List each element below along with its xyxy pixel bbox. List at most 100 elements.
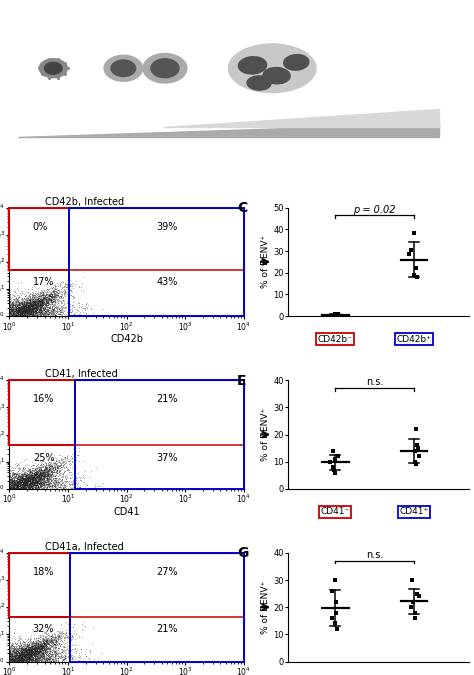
Point — [52, 292, 59, 303]
Point — [6, 483, 13, 494]
Point — [6, 310, 13, 321]
Point — [50, 655, 57, 666]
Point — [6, 480, 13, 491]
Point — [6, 483, 13, 494]
Point — [47, 655, 55, 666]
Point — [43, 464, 50, 475]
Point — [31, 656, 39, 667]
Point — [6, 308, 13, 319]
Point — [36, 295, 44, 306]
Point — [34, 645, 42, 656]
Point — [27, 302, 35, 313]
Point — [27, 648, 34, 659]
Point — [6, 307, 13, 318]
Point — [11, 308, 19, 319]
Point — [6, 652, 13, 663]
Point — [38, 641, 46, 651]
Point — [48, 469, 56, 480]
Point — [8, 471, 16, 482]
Point — [53, 469, 60, 480]
Point — [9, 647, 16, 658]
Point — [36, 305, 44, 316]
Point — [13, 468, 21, 479]
Point — [25, 647, 32, 658]
Point — [65, 656, 73, 667]
Point — [56, 656, 64, 667]
Point — [24, 306, 31, 317]
Point — [66, 635, 74, 646]
Point — [30, 656, 38, 667]
Point — [16, 310, 23, 321]
Point — [46, 481, 54, 491]
Point — [21, 300, 28, 311]
Point — [16, 654, 23, 665]
Point — [11, 475, 19, 485]
Point — [36, 310, 43, 321]
Point — [6, 656, 13, 667]
Point — [6, 651, 13, 661]
Point — [18, 656, 26, 667]
Point — [6, 310, 14, 321]
Point — [49, 310, 56, 321]
Point — [60, 483, 67, 494]
Point — [6, 481, 13, 491]
Point — [7, 656, 14, 667]
Point — [48, 656, 55, 667]
Point — [6, 654, 13, 665]
Point — [32, 474, 39, 485]
Point — [10, 310, 18, 321]
Point — [23, 307, 31, 318]
Point — [13, 310, 20, 321]
Point — [6, 651, 13, 662]
Point — [6, 483, 13, 494]
Point — [6, 310, 13, 321]
Point — [40, 468, 47, 479]
Point — [6, 656, 13, 667]
Point — [17, 650, 24, 661]
Point — [17, 477, 25, 487]
Point — [6, 656, 13, 667]
Point — [11, 649, 19, 659]
Point — [6, 481, 13, 491]
Point — [54, 455, 61, 466]
Point — [59, 656, 66, 667]
Point — [53, 483, 60, 494]
Point — [25, 300, 33, 311]
Point — [28, 648, 36, 659]
Point — [67, 483, 74, 494]
Point — [19, 649, 27, 660]
Point — [6, 297, 13, 308]
Point — [6, 649, 13, 659]
Point — [27, 299, 35, 310]
Point — [28, 475, 36, 486]
Point — [6, 310, 13, 321]
Point — [41, 468, 48, 479]
Point — [16, 656, 24, 667]
Point — [6, 290, 13, 300]
Point — [18, 655, 26, 666]
Point — [42, 639, 49, 650]
Point — [31, 296, 39, 307]
Point — [47, 296, 55, 307]
Point — [6, 642, 13, 653]
Point — [16, 483, 24, 494]
Point — [61, 646, 69, 657]
Point — [26, 304, 34, 315]
Point — [18, 656, 26, 667]
Point — [38, 310, 46, 321]
Point — [23, 476, 31, 487]
Point — [23, 468, 30, 479]
Point — [11, 306, 18, 317]
Point — [6, 647, 13, 658]
Point — [10, 654, 18, 665]
Point — [32, 656, 39, 667]
Point — [6, 654, 13, 665]
Point — [38, 643, 46, 654]
Point — [6, 481, 13, 491]
Point — [6, 639, 13, 650]
Point — [17, 310, 25, 321]
Point — [8, 651, 15, 662]
Point — [20, 479, 28, 489]
Point — [6, 656, 13, 667]
Point — [26, 306, 33, 317]
